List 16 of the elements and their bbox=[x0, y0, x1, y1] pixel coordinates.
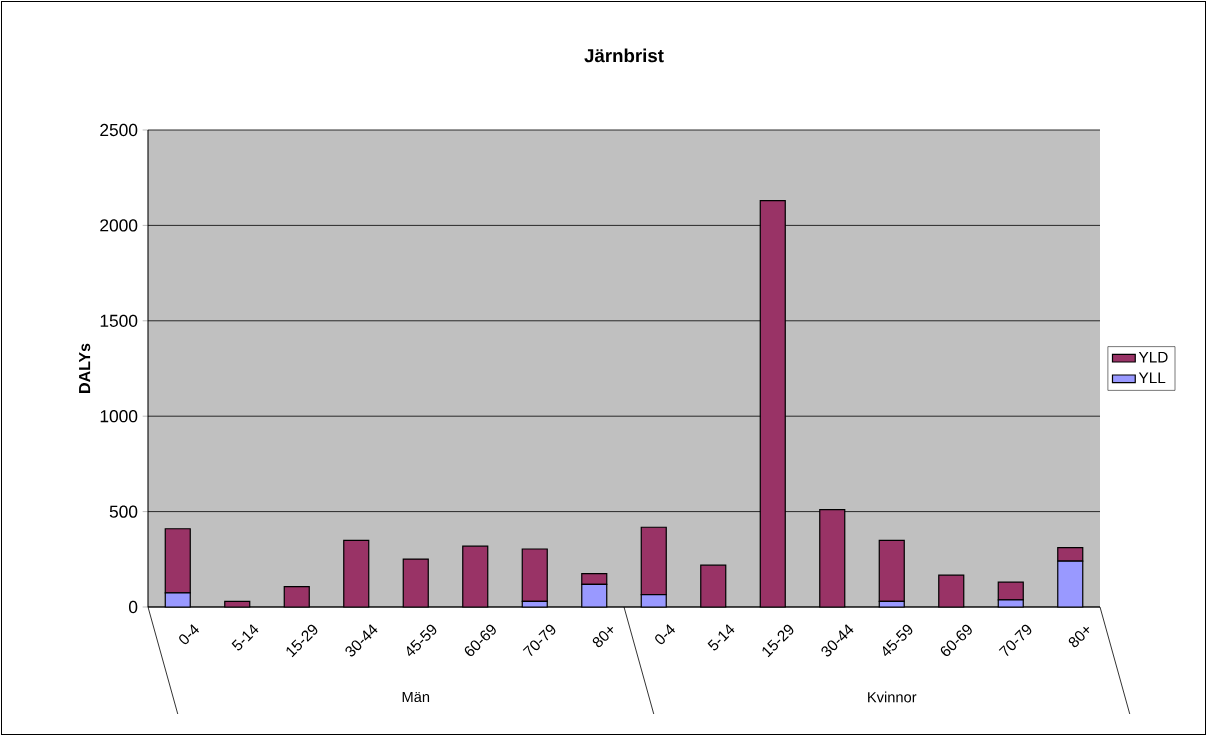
legend-label: YLL bbox=[1138, 372, 1166, 384]
legend-label: YLD bbox=[1138, 351, 1168, 363]
y-tick-label: 500 bbox=[109, 505, 138, 518]
y-tick-label: 0 bbox=[128, 600, 138, 614]
chart-title: Järnbrist bbox=[584, 48, 664, 63]
y-tick-label: 2500 bbox=[100, 123, 138, 137]
text: Män bbox=[402, 691, 430, 703]
y-tick-label: 1500 bbox=[100, 314, 138, 327]
x-tick-label: 80+ bbox=[592, 626, 614, 648]
x-tick-label: 80+ bbox=[1068, 626, 1090, 648]
y-axis-title: DALYs bbox=[79, 343, 91, 393]
x-tick-label: 0-4 bbox=[655, 624, 676, 645]
y-tick-label: 1000 bbox=[100, 410, 138, 423]
x-tick-label: 0-4 bbox=[179, 624, 200, 645]
y-tick-label: 2000 bbox=[100, 219, 138, 232]
text: Kvinnor bbox=[868, 691, 917, 703]
